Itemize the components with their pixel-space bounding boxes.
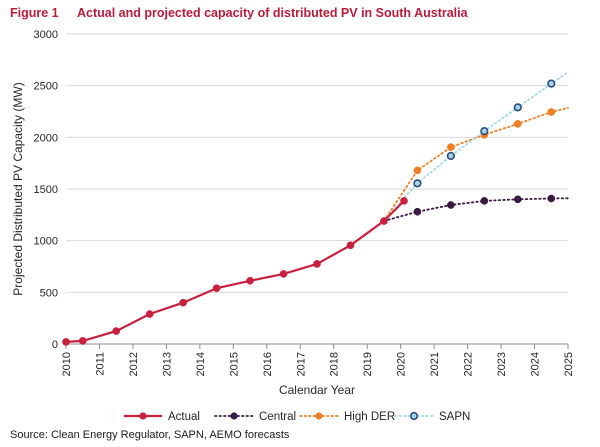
data-point-actual (78, 337, 87, 345)
legend-marker-high-der (315, 412, 323, 420)
data-point-high-der (513, 120, 522, 128)
x-tick-label: 2016 (262, 352, 274, 376)
y-tick-label: 1500 (34, 184, 58, 196)
chart-title: Actual and projected capacity of distrib… (77, 6, 468, 20)
data-point-actual (145, 310, 154, 318)
y-tick-label: 2000 (34, 132, 58, 144)
y-tick-label: 1000 (34, 236, 58, 248)
data-point-high-der (413, 166, 422, 175)
legend-marker-central (230, 412, 238, 420)
data-point-actual (313, 260, 321, 268)
x-tick-label: 2025 (563, 352, 575, 376)
y-axis-title: Projected Distributed PV Capacity (MW) (11, 82, 25, 295)
x-tick-label: 2020 (396, 352, 408, 376)
data-point-actual (112, 327, 121, 335)
legend-marker-sapn (409, 411, 419, 421)
x-tick-label: 2011 (94, 352, 106, 376)
legend-label-central: Central (259, 411, 296, 423)
data-point-actual (246, 276, 254, 285)
x-tick-label: 2015 (228, 352, 240, 376)
series-line-central (382, 197, 569, 222)
data-point-sapn (480, 127, 489, 136)
x-tick-label: 2017 (295, 352, 307, 376)
data-point-central (413, 207, 422, 216)
y-tick-label: 0 (52, 339, 58, 351)
data-point-sapn (513, 103, 522, 112)
series-line-high-der (382, 107, 569, 222)
x-tick-label: 2014 (195, 352, 207, 376)
data-point-actual (212, 284, 221, 293)
x-tick-label: 2022 (463, 352, 475, 376)
x-tick-label: 2021 (429, 352, 441, 376)
source-note: Source: Clean Energy Regulator, SAPN, AE… (10, 429, 290, 441)
legend-marker-actual (139, 412, 147, 420)
data-point-sapn (547, 79, 556, 88)
data-point-central (447, 201, 455, 209)
y-tick-label: 3000 (34, 29, 58, 41)
x-tick-label: 2012 (128, 352, 140, 376)
y-tick-label: 2500 (34, 81, 58, 93)
data-point-high-der (547, 108, 556, 116)
data-point-actual (62, 338, 70, 346)
legend-label-sapn: SAPN (439, 411, 470, 423)
data-point-actual (346, 241, 355, 250)
legend-label-actual: Actual (168, 411, 200, 423)
x-tick-label: 2024 (530, 352, 542, 376)
data-point-central (547, 194, 556, 203)
x-tick-label: 2018 (329, 352, 341, 376)
series-line-actual (65, 200, 405, 343)
data-point-central (480, 197, 489, 205)
x-tick-label: 2013 (161, 352, 173, 376)
data-point-actual (279, 270, 288, 278)
y-tick-label: 500 (40, 287, 58, 299)
figure-number: Figure 1 (10, 6, 59, 20)
data-point-sapn (446, 151, 455, 161)
legend-label-high-der: High DER (344, 411, 395, 423)
x-tick-label: 2023 (496, 352, 508, 376)
data-point-actual (179, 298, 187, 307)
data-point-actual (400, 197, 408, 205)
x-axis-title: Calendar Year (279, 383, 355, 397)
data-point-sapn (413, 179, 422, 188)
figure-header: Figure 1 Actual and projected capacity of… (10, 6, 468, 22)
x-tick-label: 2019 (362, 352, 374, 376)
data-point-high-der (447, 143, 455, 151)
data-point-central (513, 195, 522, 204)
data-point-actual (380, 217, 388, 225)
x-tick-label: 2010 (61, 352, 73, 376)
